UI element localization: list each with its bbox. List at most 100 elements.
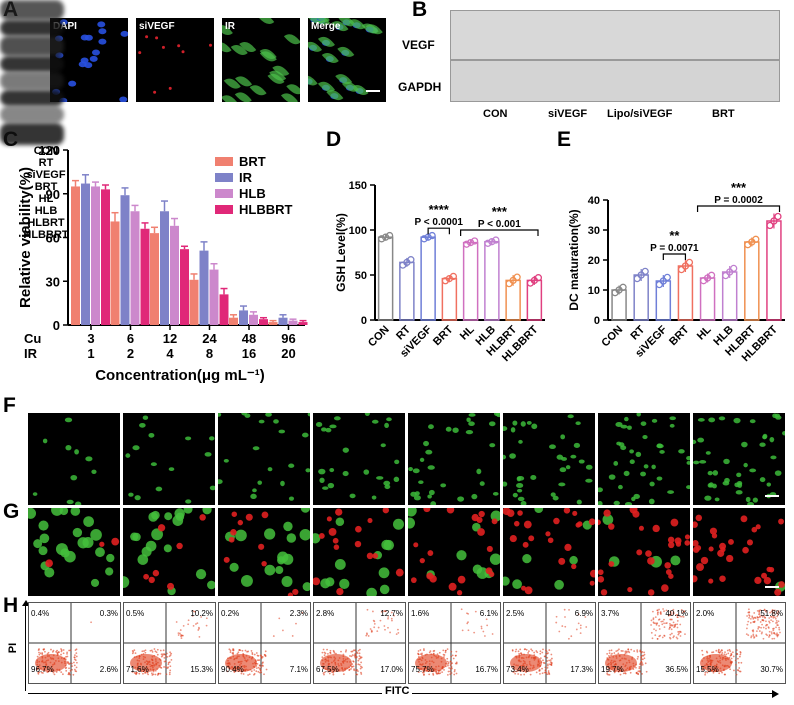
data-point — [774, 212, 782, 221]
data-point — [428, 231, 436, 240]
column-label-con: CON — [33, 144, 59, 157]
scale-bar — [366, 90, 380, 92]
data-point — [766, 221, 774, 230]
y-tick-label: 20 — [588, 255, 600, 267]
c-bar-brt — [189, 279, 199, 325]
panel-label-h: H — [3, 594, 19, 617]
g-image-hl — [408, 508, 500, 596]
data-point — [655, 280, 663, 289]
micrograph-label: siVEGF — [139, 21, 175, 32]
data-point — [492, 236, 500, 244]
c-x-tick-cu: 96 — [281, 331, 295, 346]
bar-hl — [462, 241, 479, 321]
panel-label-e: E — [557, 128, 572, 151]
significance-bracket — [427, 227, 450, 235]
flow-quadrant-ur: 6.1% — [479, 609, 498, 618]
panel-label-f: F — [3, 394, 16, 417]
c-y-tick-label: 120 — [38, 143, 60, 158]
bar-hlb — [484, 240, 500, 321]
c-legend-label: BRT — [239, 154, 266, 169]
c-bar-hlb — [170, 225, 179, 325]
g-image-rt — [123, 508, 215, 596]
c-bar-hlb — [91, 186, 100, 325]
c-y-tick-label: 30 — [46, 274, 60, 289]
c-legend-swatch — [215, 157, 233, 166]
c-x-tick-cu: 48 — [242, 331, 256, 346]
flow-quadrant-lr: 30.7% — [760, 665, 783, 674]
data-point — [534, 274, 543, 282]
flow-quadrant-ll: 19.7% — [601, 665, 624, 674]
data-point — [681, 262, 690, 270]
c-bar-hlbbrt — [180, 249, 189, 325]
c-y-axis-label: Relative viability(%) — [17, 167, 34, 308]
flow-quadrant-ll: 73.4% — [506, 665, 529, 674]
significance-bracket — [460, 229, 539, 236]
column-label-hlb: HLB — [34, 204, 58, 217]
column-label-brt: BRT — [34, 180, 58, 193]
data-point — [685, 258, 694, 267]
gapdh-band — [0, 122, 64, 145]
column-label-sivegf: siVEGF — [26, 168, 66, 181]
data-point — [663, 273, 671, 282]
c-bar-brt — [71, 186, 80, 325]
flow-y-axis-label: PI — [7, 642, 20, 654]
c-bar-ir — [160, 211, 169, 325]
y-tick-label: 100 — [349, 225, 367, 237]
column-label-hlbrt: HLBRT — [27, 216, 65, 229]
x-tick-label: BRT — [667, 323, 692, 348]
c-x-tick-ir: 4 — [166, 346, 174, 361]
flow-quadrant-ul: 2.8% — [316, 609, 335, 618]
c-x-tick-cu: 6 — [127, 331, 134, 346]
data-point — [441, 277, 450, 285]
c-bar-hlbbrt — [101, 189, 110, 325]
y-tick-label: 10 — [588, 285, 600, 297]
wb-lane-brt: BRT — [712, 108, 735, 120]
flow-plot-5: 1.6% 6.1% 75.7% 16.7% — [408, 602, 501, 684]
data-point — [470, 237, 479, 245]
flow-plot-4: 2.8% 12.7% 67.5% 17.0% — [313, 602, 406, 684]
flow-quadrant-lr: 17.0% — [380, 665, 403, 674]
flow-plot-7: 3.7% 40.1% 19.7% 36.5% — [598, 602, 691, 684]
g-image-sivegf — [218, 508, 310, 596]
micrograph-merge: Merge — [308, 18, 386, 102]
data-point — [677, 265, 686, 274]
data-point — [619, 283, 627, 291]
significance-stars: *** — [492, 204, 508, 219]
bar-con — [377, 236, 394, 321]
c-bar-hlb — [130, 211, 140, 325]
data-point — [752, 235, 760, 243]
c-y-tick-label: 90 — [46, 187, 60, 202]
flow-quadrant-ul: 2.5% — [506, 609, 525, 618]
bar-sivegf — [420, 236, 436, 321]
c-bar-brt — [150, 233, 159, 325]
wb-lane-sivegf: siVEGF — [548, 108, 588, 120]
y-tick-label: 30 — [588, 225, 600, 237]
f-image-con — [28, 413, 120, 505]
data-point — [407, 256, 415, 264]
x-tick-label: CON — [366, 324, 392, 350]
flow-quadrant-ul: 0.2% — [221, 609, 240, 618]
bar-hlb — [721, 271, 738, 321]
c-bar-ir — [120, 195, 130, 325]
vegf-band — [0, 0, 64, 20]
significance-p: P = 0.0071 — [650, 243, 699, 254]
significance-p: P = 0.0002 — [714, 195, 763, 206]
flow-quadrant-ur: 6.9% — [574, 609, 593, 618]
bar-hlbbrt — [766, 220, 782, 321]
data-point — [449, 272, 458, 281]
significance-p: P < 0.0001 — [415, 217, 464, 228]
data-point — [466, 238, 475, 247]
c-x-axis-label: Concentration(μg mL⁻¹) — [95, 367, 265, 384]
panel-label-d: D — [326, 128, 342, 151]
data-point — [637, 271, 645, 279]
flow-quadrant-ur: 0.3% — [99, 609, 118, 618]
bar-brt — [441, 277, 458, 321]
f-image-hlb — [503, 413, 595, 505]
flow-plot-6: 2.5% 6.9% 73.4% 17.3% — [503, 602, 596, 684]
bar-hl — [699, 277, 716, 321]
c-x-tick-cu: 12 — [163, 331, 177, 346]
c-legend-label: HLBBRT — [239, 202, 292, 217]
